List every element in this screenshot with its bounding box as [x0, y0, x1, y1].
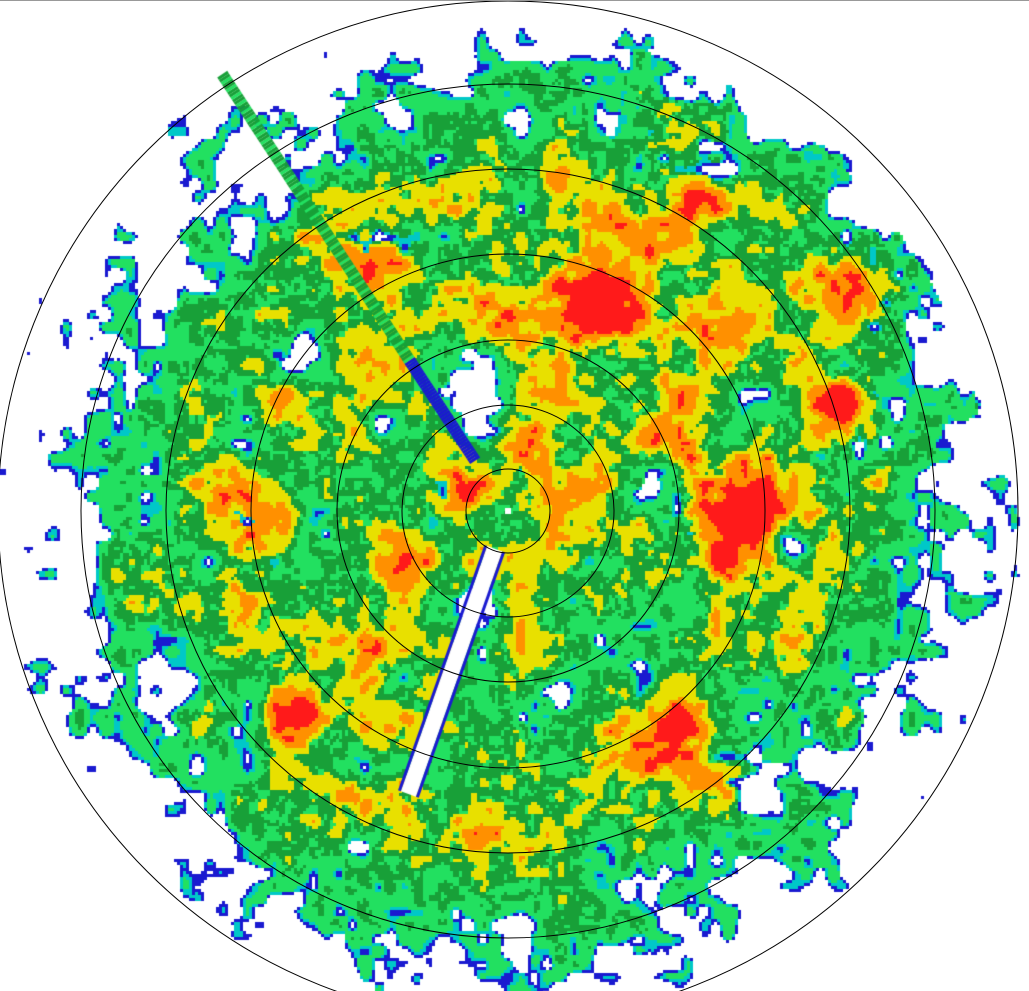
range-ring-1 — [465, 468, 551, 554]
range-ring-4 — [250, 253, 766, 769]
range-ring-2 — [401, 404, 615, 618]
range-ring-5 — [165, 168, 851, 854]
range-ring-3 — [336, 339, 680, 683]
range-ring-6 — [80, 83, 936, 939]
